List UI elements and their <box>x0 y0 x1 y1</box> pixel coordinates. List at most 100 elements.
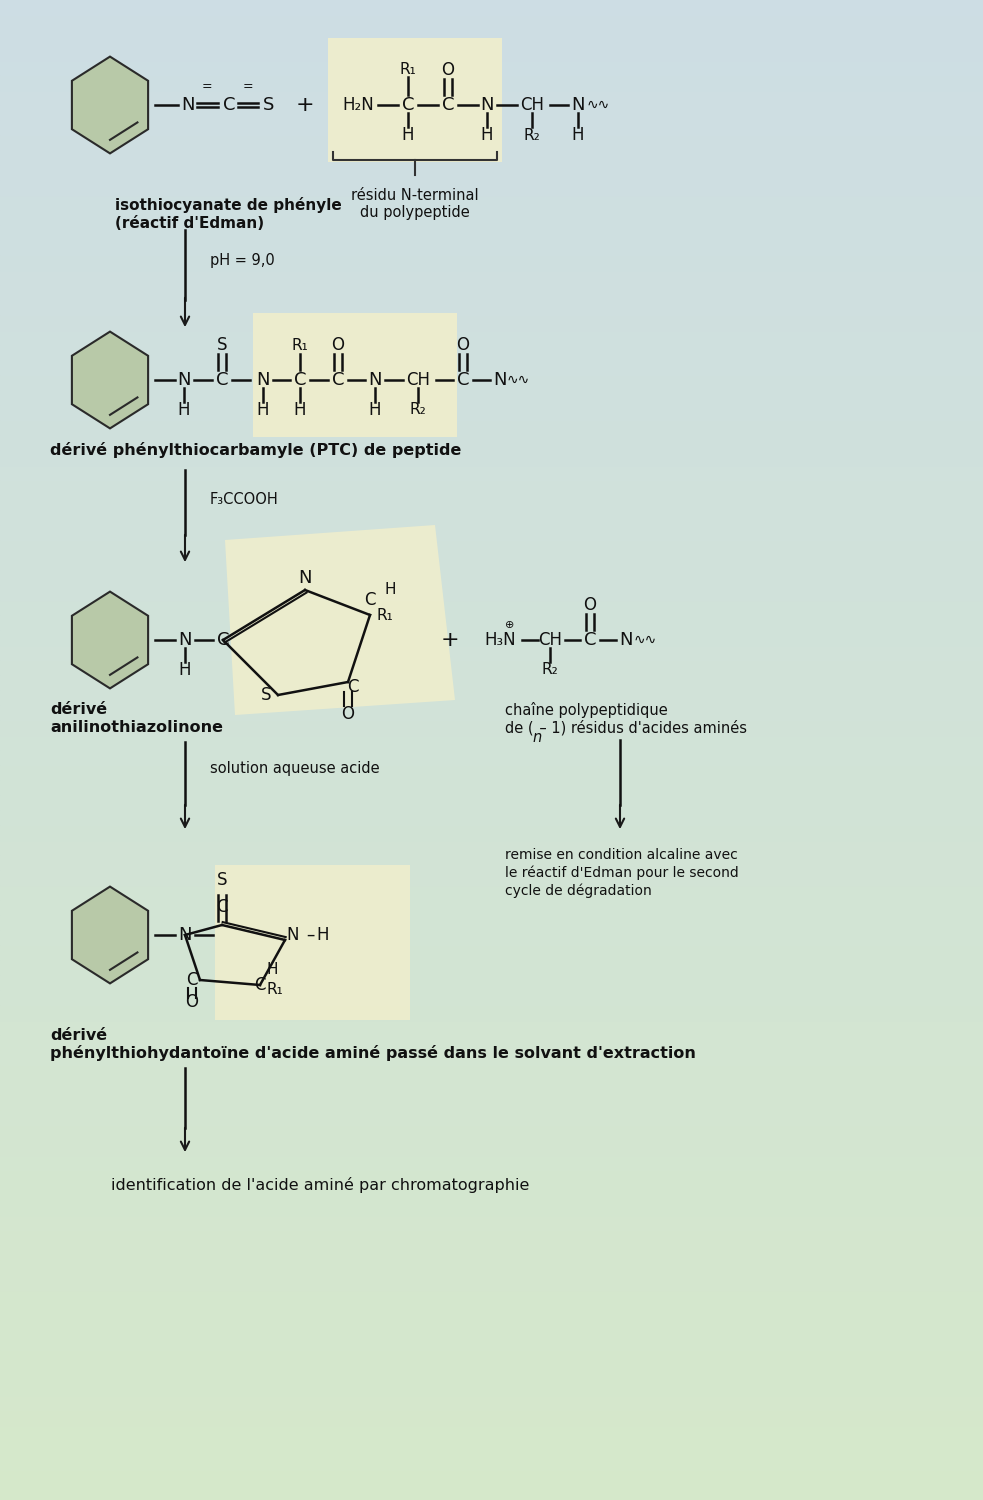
Bar <box>0 240 983 255</box>
Text: H: H <box>369 400 381 418</box>
Bar <box>0 300 983 315</box>
Bar <box>0 0 983 15</box>
Text: dérivé: dérivé <box>50 702 107 717</box>
Bar <box>0 615 983 630</box>
Bar <box>0 1380 983 1395</box>
Bar <box>0 690 983 705</box>
Bar <box>0 345 983 360</box>
Text: N: N <box>493 370 507 388</box>
Bar <box>0 675 983 690</box>
Text: ∿∿: ∿∿ <box>506 374 530 387</box>
Bar <box>0 1155 983 1170</box>
Text: N: N <box>571 96 585 114</box>
Text: N: N <box>287 926 299 944</box>
Text: N: N <box>298 568 312 586</box>
Text: C: C <box>215 370 228 388</box>
Bar <box>0 1080 983 1095</box>
Text: R₁: R₁ <box>266 982 283 998</box>
Text: de (  – 1) résidus d'acides aminés: de ( – 1) résidus d'acides aminés <box>505 720 747 736</box>
Text: dérivé phénylthiocarbamyle (PTC) de peptide: dérivé phénylthiocarbamyle (PTC) de pept… <box>50 442 461 458</box>
Text: N: N <box>369 370 381 388</box>
Text: résidu N-terminal: résidu N-terminal <box>351 188 479 202</box>
Text: C: C <box>584 632 597 650</box>
Bar <box>0 1320 983 1335</box>
Text: du polypeptide: du polypeptide <box>360 204 470 219</box>
Bar <box>0 990 983 1005</box>
Text: F₃CCOOH: F₃CCOOH <box>210 492 279 507</box>
Bar <box>0 765 983 780</box>
Bar <box>0 720 983 735</box>
Text: H: H <box>178 400 191 418</box>
Bar <box>0 1245 983 1260</box>
Bar <box>0 450 983 465</box>
Bar <box>0 795 983 810</box>
Bar <box>0 75 983 90</box>
Bar <box>0 1095 983 1110</box>
Bar <box>0 1455 983 1470</box>
Text: N: N <box>177 370 191 388</box>
Bar <box>0 1035 983 1050</box>
Text: n: n <box>532 730 542 746</box>
Text: C: C <box>347 678 359 696</box>
Text: =: = <box>243 81 254 93</box>
Bar <box>0 870 983 885</box>
Text: CH: CH <box>520 96 544 114</box>
Bar <box>0 1410 983 1425</box>
Text: R₁: R₁ <box>400 63 417 78</box>
Text: N: N <box>178 926 192 944</box>
Text: R₂: R₂ <box>410 402 427 417</box>
Bar <box>0 405 983 420</box>
Bar <box>0 1125 983 1140</box>
Text: O: O <box>331 336 344 354</box>
Bar <box>0 420 983 435</box>
Bar <box>0 225 983 240</box>
Bar <box>0 540 983 555</box>
Bar <box>0 165 983 180</box>
Text: phénylthiohydantoïne d'acide aminé passé dans le solvant d'extraction: phénylthiohydantoïne d'acide aminé passé… <box>50 1046 696 1060</box>
Bar <box>0 1170 983 1185</box>
Bar <box>0 105 983 120</box>
FancyBboxPatch shape <box>328 38 502 162</box>
Bar <box>0 810 983 825</box>
Text: (réactif d'Edman): (réactif d'Edman) <box>115 216 264 231</box>
Text: ∿∿: ∿∿ <box>633 633 657 646</box>
Bar <box>0 975 983 990</box>
Bar <box>0 705 983 720</box>
Bar <box>0 360 983 375</box>
Text: N: N <box>181 96 195 114</box>
Text: isothiocyanate de phényle: isothiocyanate de phényle <box>115 196 342 213</box>
Text: =: = <box>202 81 212 93</box>
Bar <box>0 1200 983 1215</box>
Text: le réactif d'Edman pour le second: le réactif d'Edman pour le second <box>505 865 739 880</box>
Polygon shape <box>215 865 410 1020</box>
Bar <box>0 510 983 525</box>
Bar <box>0 255 983 270</box>
Bar <box>0 495 983 510</box>
Text: H: H <box>257 400 269 418</box>
Bar <box>0 315 983 330</box>
Bar <box>0 930 983 945</box>
Bar <box>0 1050 983 1500</box>
Bar <box>0 435 983 450</box>
Bar <box>0 150 983 165</box>
Text: C: C <box>457 370 469 388</box>
Text: CH: CH <box>538 632 562 650</box>
Text: H₂N: H₂N <box>342 96 374 114</box>
Bar <box>0 120 983 135</box>
Bar <box>0 135 983 150</box>
Bar <box>0 330 983 345</box>
Text: C: C <box>216 898 228 916</box>
Text: C: C <box>186 970 198 988</box>
Bar <box>0 465 983 480</box>
Bar <box>0 570 983 585</box>
Text: S: S <box>263 96 274 114</box>
Bar <box>0 285 983 300</box>
Text: C: C <box>441 96 454 114</box>
Text: H: H <box>294 400 307 418</box>
Text: H: H <box>572 126 584 144</box>
Bar <box>0 780 983 795</box>
Polygon shape <box>225 525 455 716</box>
Polygon shape <box>72 886 148 984</box>
Text: C: C <box>331 370 344 388</box>
Bar <box>0 270 983 285</box>
